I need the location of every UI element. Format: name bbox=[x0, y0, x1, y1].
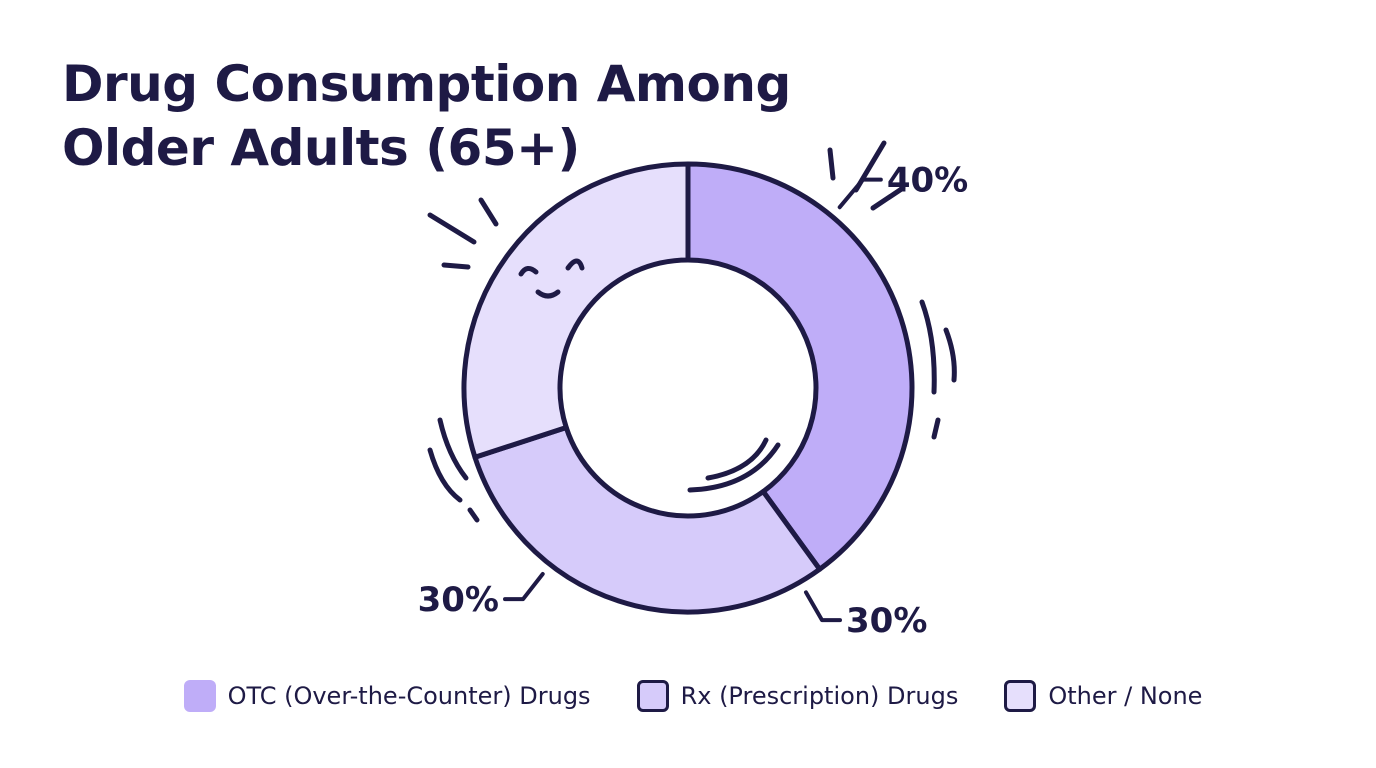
legend-item-other: Other / None bbox=[1004, 676, 1202, 716]
legend-swatch-rx bbox=[636, 680, 669, 712]
slices-group bbox=[461, 161, 915, 615]
chart-title: Drug Consumption Among Older Adults (65+… bbox=[62, 52, 791, 180]
doodle-stroke bbox=[827, 147, 836, 181]
legend: OTC (Over-the-Counter) Drugs Rx (Prescri… bbox=[0, 676, 1376, 716]
slice-otc bbox=[685, 161, 915, 572]
legend-label-other: Other / None bbox=[1048, 682, 1203, 710]
doodle-stroke bbox=[943, 327, 957, 383]
slice-labels-group: 40% 30% 30% bbox=[418, 161, 969, 641]
legend-label-otc: OTC (Over-the-Counter) Drugs bbox=[227, 682, 591, 710]
doodle-stroke bbox=[919, 299, 937, 395]
legend-item-otc: OTC (Over-the-Counter) Drugs bbox=[183, 676, 591, 716]
doodle-stroke bbox=[441, 262, 471, 270]
legend-item-rx: Rx (Prescription) Drugs bbox=[636, 676, 959, 716]
doodle-stroke bbox=[467, 507, 480, 523]
legend-label-rx: Rx (Prescription) Drugs bbox=[680, 682, 959, 710]
legend-swatch-other bbox=[1004, 680, 1037, 712]
leader-line bbox=[503, 571, 545, 602]
doodle-stroke bbox=[518, 266, 539, 277]
leader-line bbox=[837, 177, 883, 210]
slice-rx bbox=[472, 425, 823, 615]
doodle-stroke bbox=[437, 417, 469, 481]
doodle-stroke bbox=[535, 289, 561, 299]
label-other-percent: 30% bbox=[418, 580, 499, 620]
slice-other bbox=[461, 161, 691, 460]
doodle-stroke bbox=[478, 197, 499, 227]
doodle-stroke bbox=[565, 258, 585, 271]
leader-line bbox=[804, 590, 842, 623]
doodle-stroke bbox=[687, 442, 781, 493]
doodle-stroke bbox=[705, 437, 769, 481]
label-rx-percent: 30% bbox=[846, 601, 927, 641]
doodle-stroke bbox=[870, 185, 906, 211]
legend-swatch-otc bbox=[183, 680, 216, 712]
chart-title-line-1: Drug Consumption Among bbox=[62, 55, 791, 113]
label-otc-percent: 40% bbox=[887, 161, 968, 201]
chart-title-line-2: Older Adults (65+) bbox=[62, 119, 580, 177]
doodle-stroke bbox=[931, 417, 941, 440]
doodle-stroke bbox=[427, 212, 477, 245]
doodle-stroke bbox=[427, 447, 463, 503]
